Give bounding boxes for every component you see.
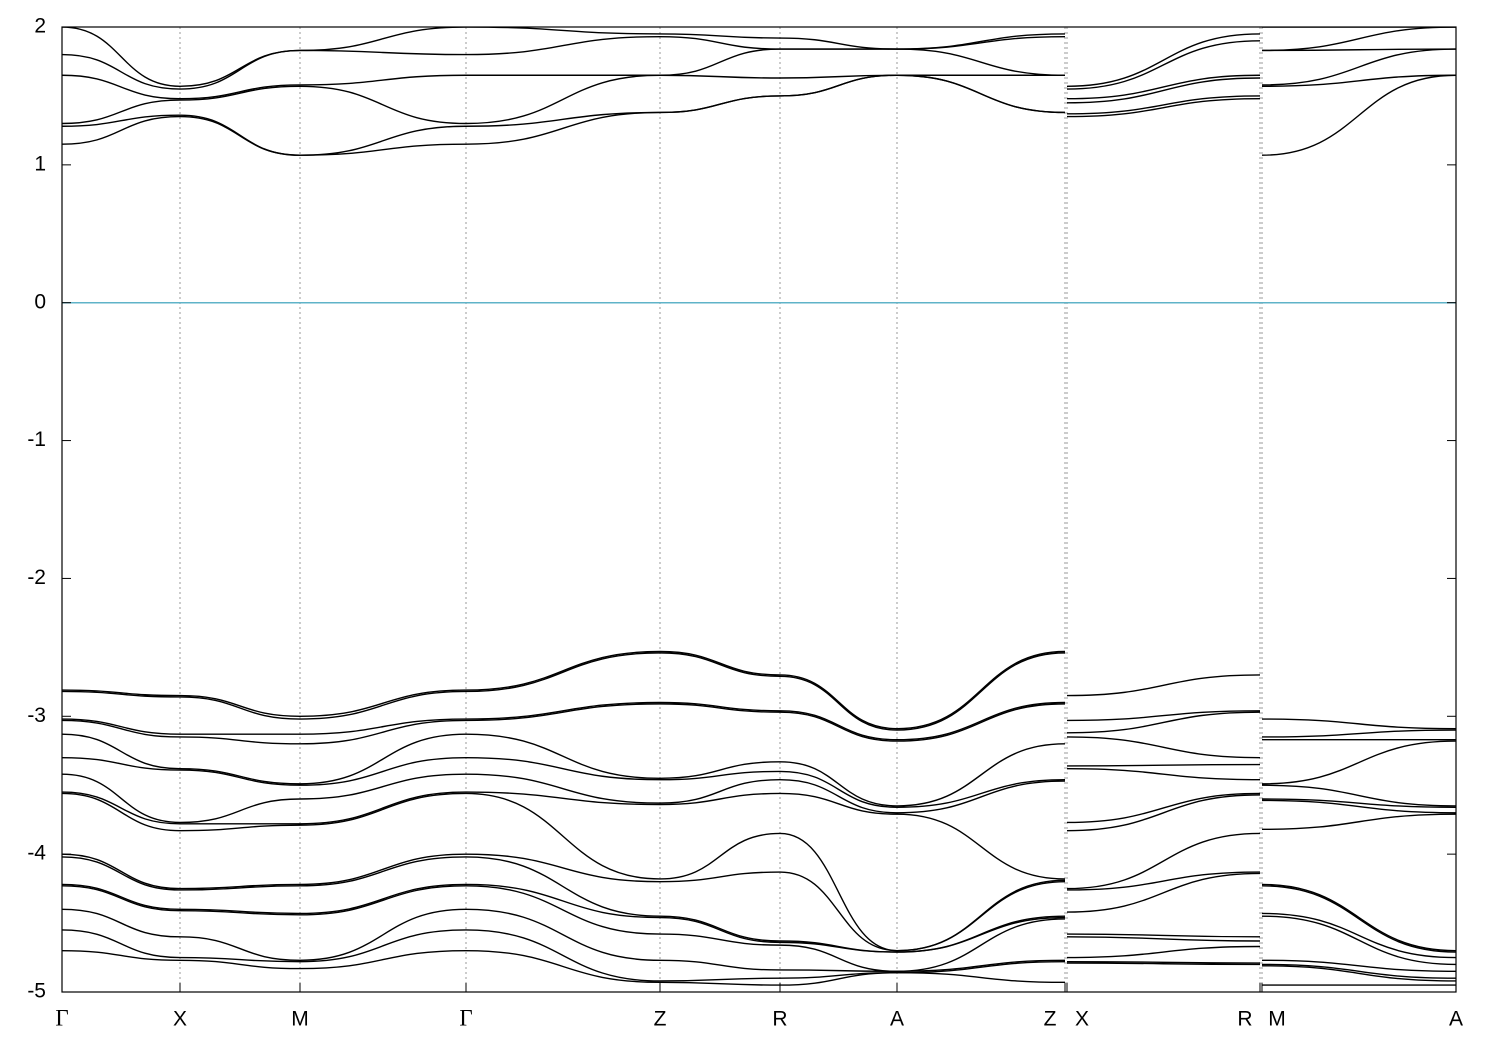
x-tick-label: X	[1075, 1008, 1089, 1031]
x-tick-label: A	[890, 1008, 904, 1031]
x-tick-label: M	[1268, 1008, 1286, 1031]
x-tick-label: Z	[1044, 1008, 1057, 1031]
x-tick-label: M	[291, 1008, 309, 1031]
band	[62, 650, 1456, 730]
y-tick-label: -5	[27, 980, 46, 1003]
band	[62, 733, 1456, 807]
y-tick-label: 2	[34, 15, 46, 38]
bands	[62, 27, 1456, 986]
x-tick-label: Γ	[459, 1005, 472, 1030]
band	[62, 756, 1456, 808]
x-tick-label: X	[173, 1008, 187, 1031]
x-tick-label: Z	[654, 1008, 667, 1031]
band	[62, 791, 1456, 880]
band	[62, 701, 1456, 741]
grid	[62, 27, 1456, 992]
y-tick-label: -4	[27, 842, 46, 865]
y-tick-label: 1	[34, 152, 46, 175]
band	[62, 883, 1456, 966]
band	[62, 703, 1456, 785]
x-tick-label: Γ	[55, 1005, 68, 1030]
band	[62, 853, 1456, 953]
band	[62, 949, 1456, 986]
y-tick-label: -1	[27, 428, 46, 451]
band	[62, 652, 1456, 738]
y-tick-label: -3	[27, 704, 46, 727]
plot-frame	[61, 26, 1457, 993]
y-tick-label: 0	[34, 290, 46, 313]
band	[62, 773, 1456, 824]
x-tick-label: R	[772, 1008, 787, 1031]
x-tick-label: R	[1237, 1008, 1252, 1031]
band	[62, 908, 1456, 979]
y-tick-label: -2	[27, 566, 46, 589]
band	[62, 48, 1456, 125]
x-tick-label: A	[1449, 1008, 1463, 1031]
